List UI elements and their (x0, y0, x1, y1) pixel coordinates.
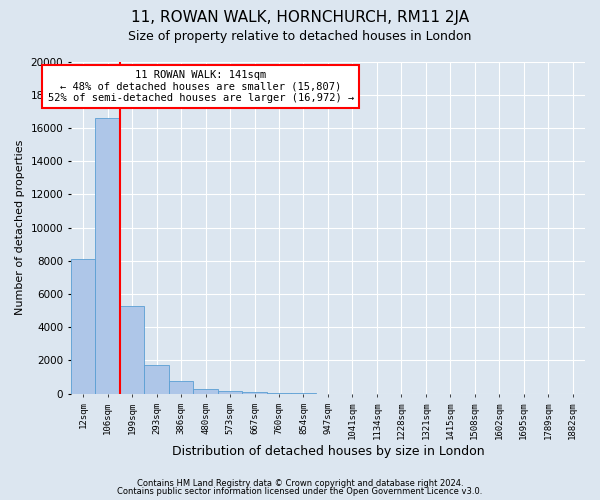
Bar (120, 306, 145, 394)
Bar (267, 393, 291, 394)
Text: 11 ROWAN WALK: 141sqm
← 48% of detached houses are smaller (15,807)
52% of semi-: 11 ROWAN WALK: 141sqm ← 48% of detached … (47, 70, 354, 103)
Bar (193, 389, 218, 394)
Bar (71, 259, 95, 394)
Bar (169, 381, 193, 394)
Bar (145, 364, 169, 394)
Text: Size of property relative to detached houses in London: Size of property relative to detached ho… (128, 30, 472, 43)
Bar (95, 118, 120, 394)
Text: Contains public sector information licensed under the Open Government Licence v3: Contains public sector information licen… (118, 487, 482, 496)
Text: 11, ROWAN WALK, HORNCHURCH, RM11 2JA: 11, ROWAN WALK, HORNCHURCH, RM11 2JA (131, 10, 469, 25)
Bar (242, 392, 267, 394)
Bar (291, 393, 316, 394)
Text: Contains HM Land Registry data © Crown copyright and database right 2024.: Contains HM Land Registry data © Crown c… (137, 478, 463, 488)
Bar (218, 391, 242, 394)
Y-axis label: Number of detached properties: Number of detached properties (15, 140, 25, 316)
X-axis label: Distribution of detached houses by size in London: Distribution of detached houses by size … (172, 444, 484, 458)
